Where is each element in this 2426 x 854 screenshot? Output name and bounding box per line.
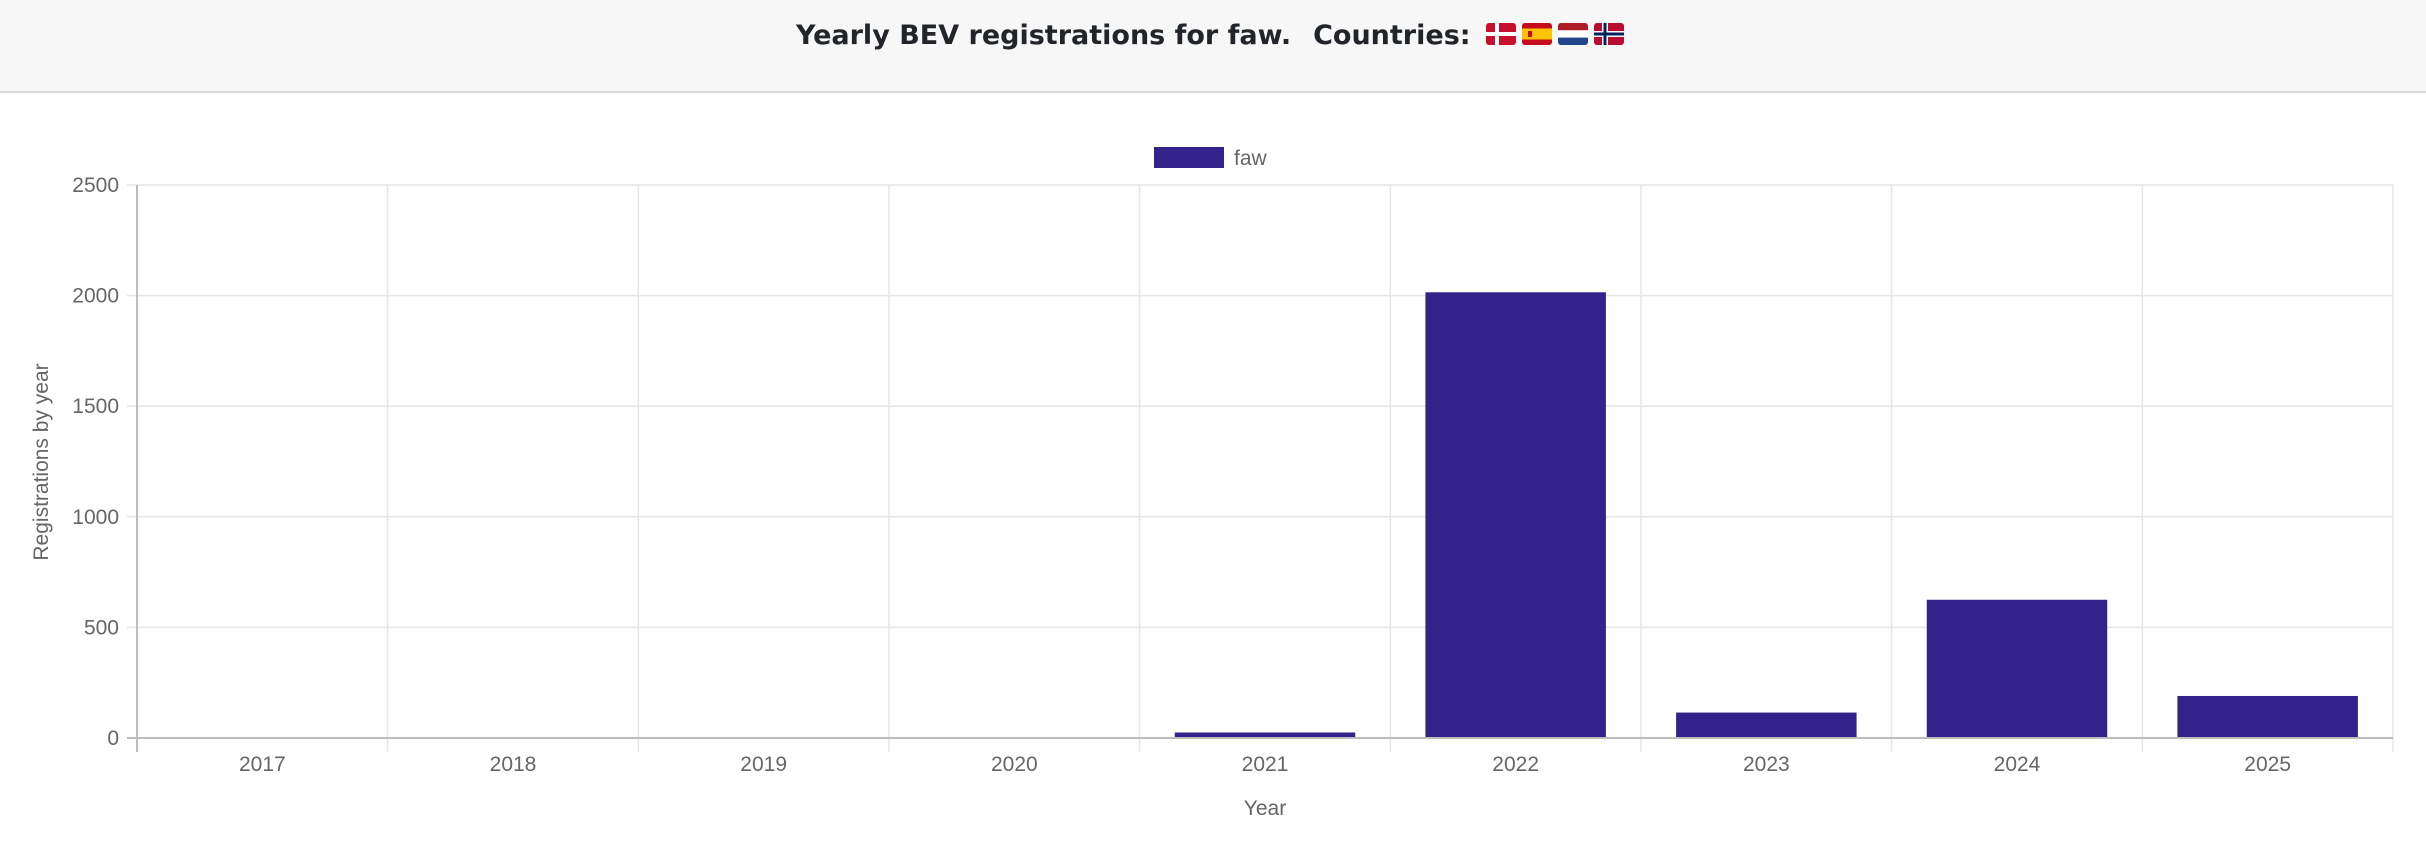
legend[interactable]: faw — [1154, 147, 1268, 170]
bar-2024 — [1926, 599, 2108, 738]
x-tick-label: 2019 — [740, 753, 787, 776]
x-tick-label: 2024 — [1994, 753, 2041, 776]
y-tick-label: 1500 — [72, 395, 119, 418]
header-content: Yearly BEV registrations for faw. Countri… — [0, 18, 2426, 55]
page-title: Yearly BEV registrations for faw. — [796, 20, 1292, 51]
y-tick-label: 2000 — [72, 285, 119, 308]
bar-2023 — [1676, 712, 1857, 738]
y-tick-label: 1000 — [72, 506, 119, 529]
norway-flag-icon[interactable] — [1593, 23, 1624, 45]
bar-2025 — [2177, 695, 2358, 738]
denmark-flag-icon[interactable] — [1485, 23, 1516, 45]
legend-swatch[interactable] — [1154, 147, 1224, 168]
axes: 0 500 1000 1500 2000 2500 2017 2018 2019 2020 2021… — [72, 174, 2393, 776]
y-tick-label: 0 — [107, 727, 119, 750]
spain-flag-icon[interactable] — [1521, 23, 1552, 45]
x-tick-label: 2025 — [2244, 753, 2291, 776]
bar-2021 — [1174, 732, 1356, 738]
bar-chart: 0 500 1000 1500 2000 2500 2017 2018 2019 2020 2021… — [30, 147, 2394, 820]
page-header: Yearly BEV registrations for faw. Countri… — [0, 0, 2426, 93]
x-tick-label: 2018 — [490, 753, 537, 776]
netherlands-flag-icon[interactable] — [1557, 23, 1588, 45]
legend-label[interactable]: faw — [1234, 147, 1268, 170]
bar-2022 — [1425, 292, 1606, 738]
x-tick-label: 2022 — [1492, 753, 1539, 776]
country-flags — [1485, 16, 1630, 52]
x-tick-label: 2021 — [1242, 753, 1289, 776]
y-axis-title: Registrations by year — [30, 363, 53, 560]
x-axis-title: Year — [1244, 797, 1286, 820]
x-tick-label: 2023 — [1743, 753, 1790, 776]
x-tick-label: 2017 — [239, 753, 286, 776]
bars — [1174, 292, 2358, 738]
y-tick-label: 500 — [84, 616, 119, 639]
x-tick-label: 2020 — [991, 753, 1038, 776]
countries-label: Countries: — [1313, 20, 1471, 51]
y-tick-label: 2500 — [72, 174, 119, 197]
